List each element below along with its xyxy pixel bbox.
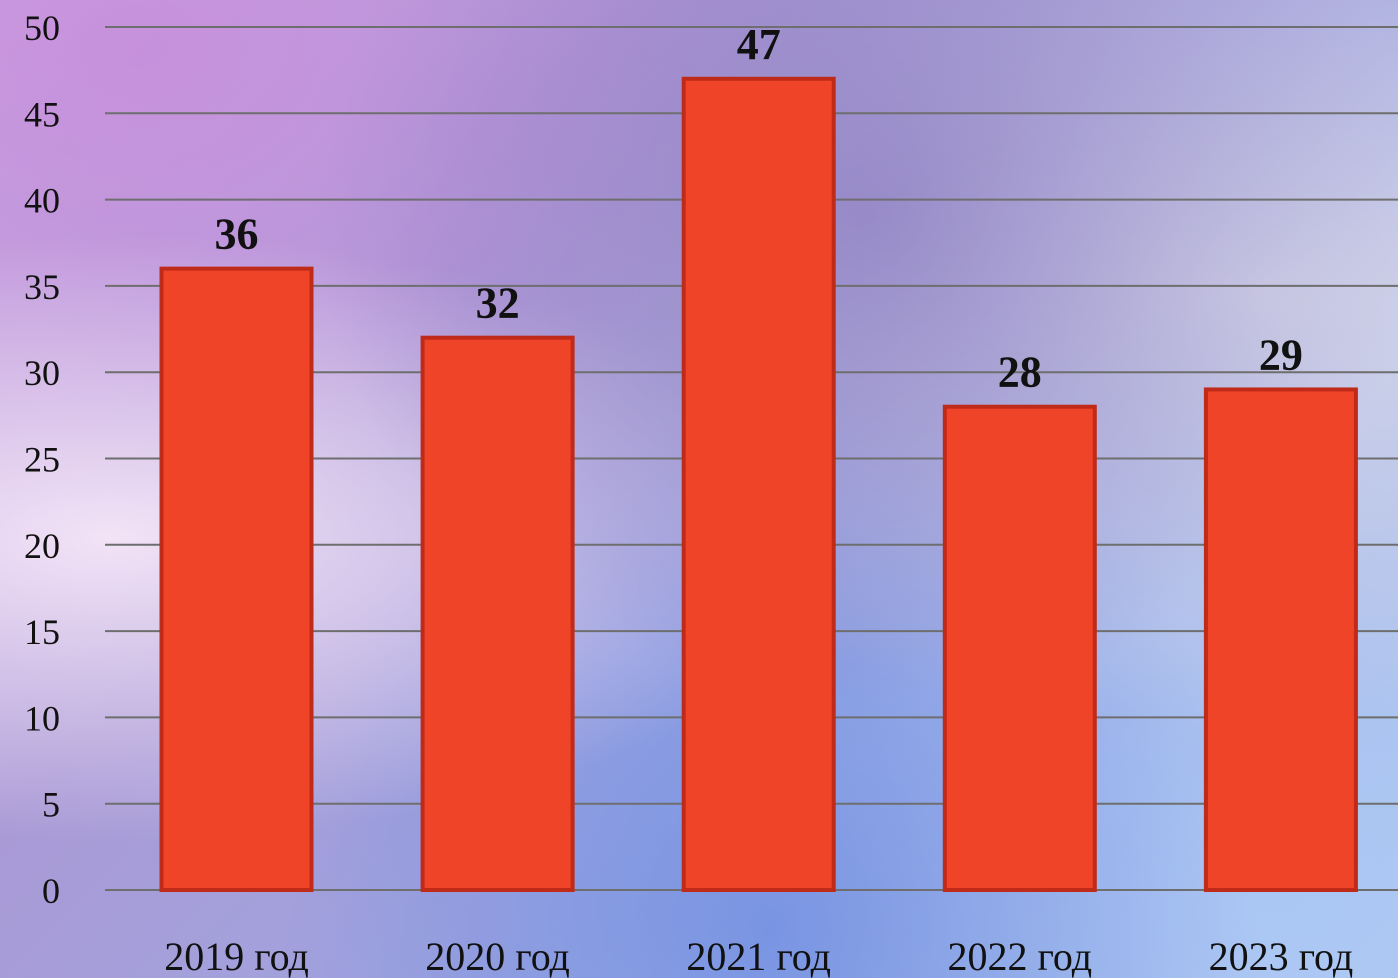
- y-axis-ticks: 0 5 10 15 20 25 30 35 40 45 50: [24, 8, 60, 911]
- y-tick-label: 10: [24, 698, 60, 738]
- x-tick-label: 2022 год: [947, 934, 1092, 978]
- y-tick-label: 45: [24, 94, 60, 134]
- x-axis-ticks: 2019 год 2020 год 2021 год 2022 год 2023 год: [164, 934, 1353, 978]
- bar: [681, 76, 836, 892]
- data-label: 32: [476, 279, 520, 328]
- bar: [159, 266, 314, 892]
- data-label: 29: [1259, 330, 1303, 379]
- x-tick-label: 2019 год: [164, 934, 309, 978]
- bar: [1203, 387, 1358, 892]
- y-tick-label: 20: [24, 526, 60, 566]
- y-tick-label: 5: [42, 785, 60, 825]
- y-tick-label: 40: [24, 181, 60, 221]
- data-label: 28: [998, 348, 1042, 397]
- x-tick-label: 2021 год: [686, 934, 831, 978]
- y-tick-label: 50: [24, 8, 60, 48]
- y-tick-label: 35: [24, 267, 60, 307]
- data-label: 36: [215, 210, 259, 259]
- y-tick-label: 25: [24, 440, 60, 480]
- bar: [942, 404, 1097, 892]
- x-tick-label: 2023 год: [1209, 934, 1354, 978]
- data-labels: 36 32 47 28 29: [215, 20, 1303, 397]
- data-label: 47: [737, 20, 781, 69]
- y-tick-label: 0: [42, 871, 60, 911]
- bar: [420, 335, 575, 892]
- y-tick-label: 30: [24, 353, 60, 393]
- x-tick-label: 2020 год: [425, 934, 570, 978]
- bars: [159, 76, 1358, 892]
- y-tick-label: 15: [24, 612, 60, 652]
